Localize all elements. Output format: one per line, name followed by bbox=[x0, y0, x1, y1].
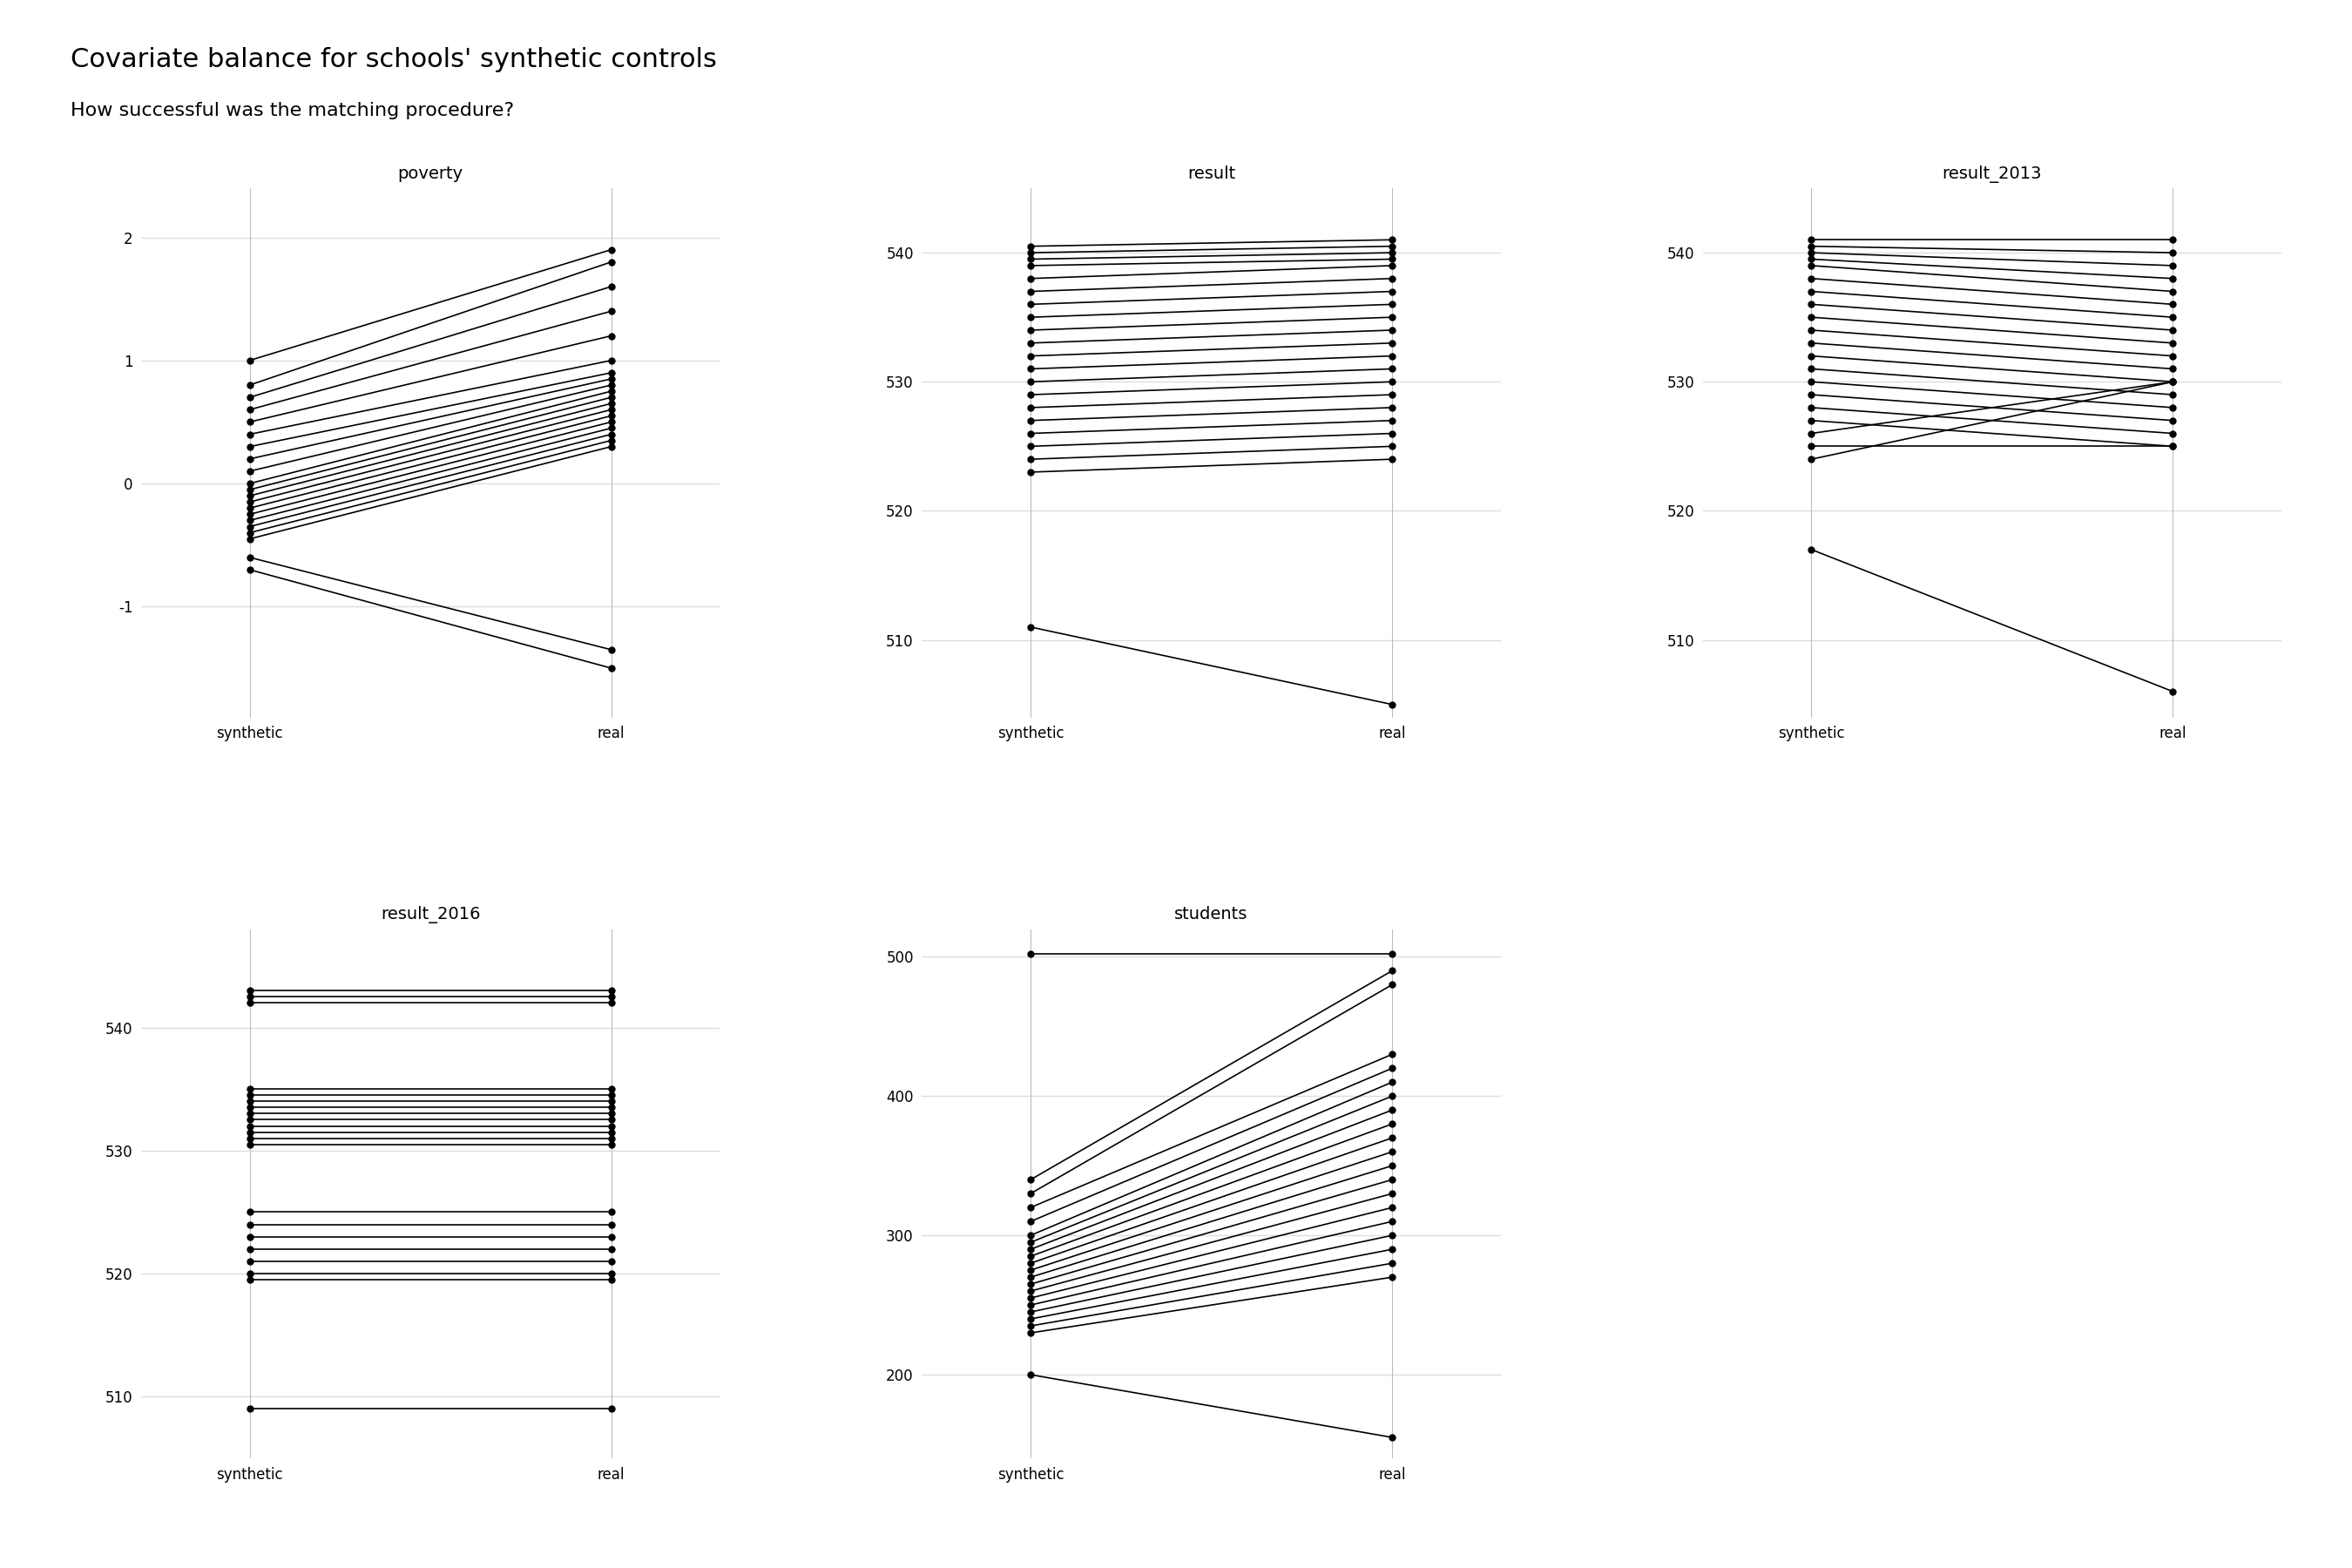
Text: How successful was the matching procedure?: How successful was the matching procedur… bbox=[71, 102, 515, 119]
Title: result_2016: result_2016 bbox=[381, 906, 480, 924]
Title: result_2013: result_2013 bbox=[1943, 165, 2042, 183]
Title: poverty: poverty bbox=[397, 165, 463, 182]
Title: students: students bbox=[1174, 906, 1249, 924]
Text: Covariate balance for schools' synthetic controls: Covariate balance for schools' synthetic… bbox=[71, 47, 717, 72]
Title: result: result bbox=[1188, 165, 1235, 182]
